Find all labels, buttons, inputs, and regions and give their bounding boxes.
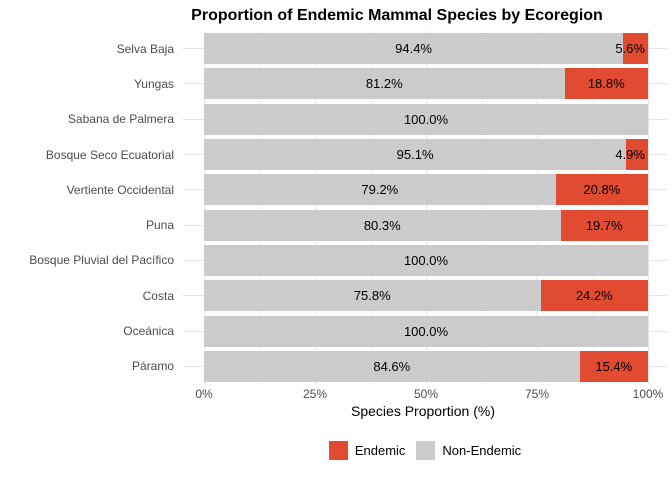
- bar-segment-non-endemic: 79.2%: [204, 174, 556, 206]
- bar-row: 94.4% 5.6%: [183, 31, 667, 66]
- bar-value-label: 95.1%: [396, 147, 434, 163]
- bar-segment-non-endemic: 100.0%: [204, 244, 648, 276]
- minor-gridline: [592, 31, 594, 384]
- stacked-bar: 100.0%: [204, 315, 648, 347]
- bar-segment-endemic: 24.2%: [540, 280, 648, 312]
- legend-item: Endemic: [328, 441, 406, 460]
- bar-segment-non-endemic: 75.8%: [204, 280, 541, 312]
- chart-title: Proportion of Endemic Mammal Species by …: [191, 7, 603, 24]
- bar-segment-non-endemic: 95.1%: [204, 139, 627, 171]
- legend: Endemic Non-Endemic: [183, 441, 667, 460]
- y-axis-label: Puna: [145, 218, 174, 233]
- bar-rows: 94.4% 5.6% 81.2% 18.8% 100.0% 95.1% 4.9% 79.2% 2…: [183, 31, 667, 384]
- major-gridline: [648, 31, 649, 384]
- y-axis-label: Costa: [142, 288, 174, 303]
- bar-segment-non-endemic: 100.0%: [204, 103, 648, 135]
- major-gridline: [537, 31, 538, 384]
- stacked-bar: 94.4% 5.6%: [204, 33, 648, 65]
- major-gridline: [426, 31, 427, 384]
- bar-value-label: 19.7%: [585, 217, 623, 233]
- x-axis-tick-labels: 0% 25% 50% 75% 100%: [183, 387, 667, 402]
- stacked-bar: 84.6% 15.4%: [204, 350, 648, 382]
- x-axis-tick-label: 75%: [524, 387, 550, 401]
- bar-segment-non-endemic: 84.6%: [204, 350, 580, 382]
- stacked-bar: 100.0%: [204, 103, 648, 135]
- x-axis-tick-label: 0%: [195, 387, 213, 401]
- x-axis-tick-label: 50%: [413, 387, 439, 401]
- bar-segment-non-endemic: 94.4%: [204, 33, 624, 65]
- bar-segment-non-endemic: 100.0%: [204, 315, 648, 347]
- bar-segment-endemic: 20.8%: [555, 174, 648, 206]
- y-axis-label: Páramo: [131, 359, 174, 374]
- bar-value-label: 100.0%: [403, 323, 449, 339]
- minor-gridline: [481, 31, 483, 384]
- bar-segment-endemic: 18.8%: [564, 68, 648, 100]
- bar-segment-endemic: 19.7%: [560, 209, 648, 241]
- bar-value-label: 94.4%: [395, 41, 432, 57]
- stacked-bar: 95.1% 4.9%: [204, 139, 648, 171]
- major-gridline: [315, 31, 316, 384]
- stacked-bar: 79.2% 20.8%: [204, 174, 648, 206]
- bar-value-label: 15.4%: [595, 358, 633, 374]
- stacked-bar: 75.8% 24.2%: [204, 280, 648, 312]
- bar-segment-endemic: 15.4%: [579, 350, 648, 382]
- bar-value-label: 4.9%: [615, 147, 645, 163]
- minor-gridline: [370, 31, 372, 384]
- y-axis-labels: Selva Baja Yungas Sabana de Palmera Bosque …: [0, 31, 176, 384]
- bar-value-label: 24.2%: [575, 288, 613, 304]
- bar-row: 95.1% 4.9%: [183, 137, 667, 172]
- bar-value-label: 5.6%: [615, 41, 645, 57]
- plot-panel: 94.4% 5.6% 81.2% 18.8% 100.0% 95.1% 4.9% 79.2% 2…: [183, 31, 667, 384]
- stacked-bar: 100.0%: [204, 244, 648, 276]
- legend-label: Endemic: [354, 443, 406, 458]
- y-axis-label: Oceánica: [123, 324, 174, 339]
- bar-segment-endemic: 4.9%: [615, 139, 648, 171]
- x-axis-title: Species Proportion (%): [351, 403, 495, 419]
- bar-segment-endemic: 5.6%: [615, 33, 648, 65]
- bar-value-label: 80.3%: [363, 217, 401, 233]
- bar-row: 81.2% 18.8%: [183, 66, 667, 101]
- y-axis-label: Selva Baja: [116, 41, 174, 56]
- bar-row: 75.8% 24.2%: [183, 278, 667, 313]
- bar-row: 100.0%: [183, 243, 667, 278]
- y-axis-label: Bosque Seco Ecuatorial: [45, 147, 174, 162]
- x-axis-tick-label: 100%: [632, 387, 664, 401]
- bar-value-label: 100.0%: [403, 252, 449, 268]
- legend-item: Non-Endemic: [416, 441, 521, 460]
- legend-swatch: [328, 441, 348, 460]
- y-axis-label: Vertiente Occidental: [66, 182, 174, 197]
- y-axis-label: Sabana de Palmera: [67, 112, 174, 127]
- bar-value-label: 100.0%: [403, 111, 449, 127]
- bar-segment-non-endemic: 81.2%: [204, 68, 565, 100]
- stacked-bar: 80.3% 19.7%: [204, 209, 648, 241]
- bar-segment-non-endemic: 80.3%: [204, 209, 561, 241]
- bar-row: 84.6% 15.4%: [183, 349, 667, 384]
- bar-value-label: 18.8%: [587, 76, 625, 92]
- stacked-bar: 81.2% 18.8%: [204, 68, 648, 100]
- major-gridline: [204, 31, 205, 384]
- bar-row: 100.0%: [183, 313, 667, 348]
- bar-value-label: 84.6%: [373, 358, 411, 374]
- bar-value-label: 79.2%: [361, 182, 399, 198]
- minor-gridline: [259, 31, 261, 384]
- bar-value-label: 20.8%: [583, 182, 621, 198]
- x-axis-tick-label: 25%: [302, 387, 328, 401]
- legend-label: Non-Endemic: [442, 443, 522, 458]
- bar-row: 80.3% 19.7%: [183, 207, 667, 242]
- y-axis-label: Yungas: [133, 76, 174, 91]
- bar-row: 79.2% 20.8%: [183, 172, 667, 207]
- bar-value-label: 81.2%: [365, 76, 403, 92]
- y-axis-label: Bosque Pluvial del Pacífico: [29, 253, 174, 268]
- bar-row: 100.0%: [183, 102, 667, 137]
- legend-swatch: [416, 441, 436, 460]
- bar-value-label: 75.8%: [353, 288, 391, 304]
